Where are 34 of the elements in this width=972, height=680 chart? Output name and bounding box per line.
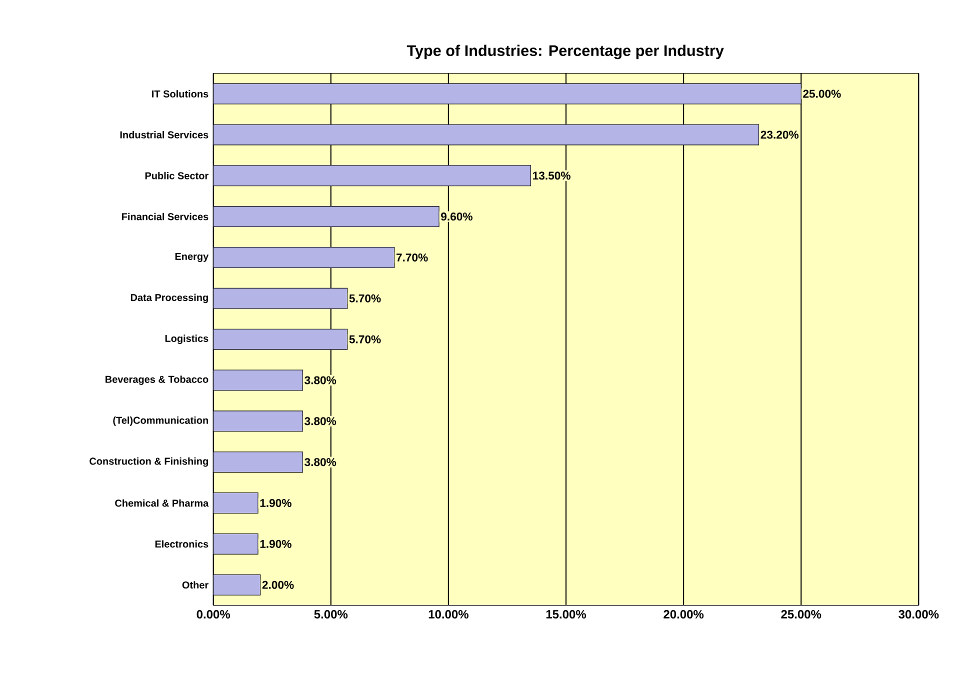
data-label: 2.00% [262,580,294,589]
y-tick-label: Energy [175,252,209,262]
data-label: 1.90% [260,540,292,548]
x-tick-label: 30.00% [898,610,939,619]
data-label: 7.70% [396,253,428,262]
data-label: 9.60% [441,212,472,221]
x-tick-label: 20.00% [664,610,704,619]
data-label: 5.70% [349,294,381,302]
data-label: 3.80% [304,458,336,466]
y-tick-label: Chemical & Pharma [115,499,209,507]
y-tick-label: Construction & Finishing [90,457,208,467]
y-tick-label: (Tel)Communication [113,416,208,426]
x-tick-label: 5.00% [314,610,348,619]
x-tick-label: 10.00% [428,610,468,619]
data-label: 5.70% [349,335,381,344]
y-tick-label: Electronics [155,540,208,548]
y-tick-label: Data Processing [130,294,208,304]
data-label: 25.00% [803,90,841,98]
y-tick-label: Financial Services [122,212,208,220]
data-label: 13.50% [533,172,570,180]
y-tick-label: Beverages & Tobacco [106,376,208,385]
data-label: 3.80% [304,417,336,426]
x-tick-label: 25.00% [781,610,822,619]
x-tick-label: 0.00% [196,610,230,619]
y-tick-label: IT Solutions [152,90,208,98]
y-tick-label: Industrial Services [120,131,208,138]
chart-title: Type of Industries: Percentage per Industry [406,44,724,60]
y-tick-label: Logistics [165,334,208,344]
data-label: 1.90% [260,499,292,508]
y-tick-label: Other [182,581,208,589]
data-label: 3.80% [304,376,336,384]
x-tick-label: 15.00% [546,610,586,619]
data-label: 23.20% [760,130,799,139]
y-tick-label: Public Sector [145,172,208,180]
